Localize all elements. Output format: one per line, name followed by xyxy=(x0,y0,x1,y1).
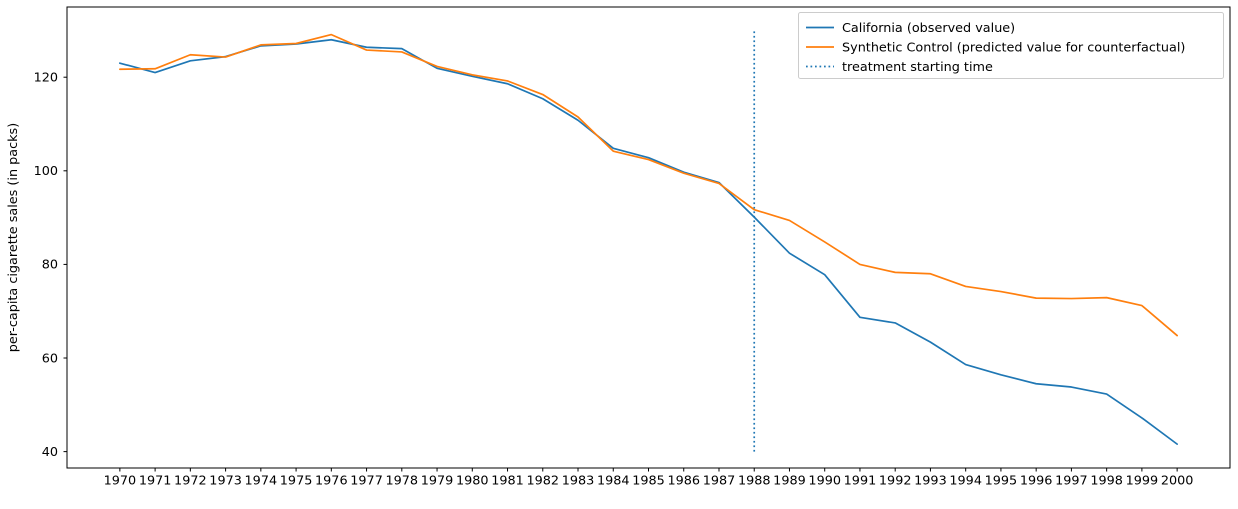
legend-item-synthetic-control: Synthetic Control (predicted value for c… xyxy=(806,41,1185,56)
x-tick-label: 1973 xyxy=(209,474,242,489)
x-tick-label: 1989 xyxy=(773,474,806,489)
x-tick-label: 1984 xyxy=(597,474,630,489)
x-tick-label: 1997 xyxy=(1055,474,1088,489)
x-tick-label: 1975 xyxy=(280,474,313,489)
legend-label-california: California (observed value) xyxy=(842,21,1015,36)
california-line xyxy=(119,38,1178,445)
x-tick-label: 1980 xyxy=(456,474,489,489)
x-tick-label: 1977 xyxy=(350,474,383,489)
x-tick-label: 1996 xyxy=(1020,474,1053,489)
legend-border xyxy=(798,12,1224,79)
x-tick-label: 1987 xyxy=(703,474,736,489)
x-tick-label: 1976 xyxy=(315,474,348,489)
synthetic-control-line xyxy=(119,33,1178,337)
x-tick-label: 1983 xyxy=(562,474,595,489)
x-tick-label: 2000 xyxy=(1161,474,1194,489)
x-tick-label: 1988 xyxy=(738,474,771,489)
legend-label-synthetic-control: Synthetic Control (predicted value for c… xyxy=(842,41,1185,56)
x-tick-label: 1992 xyxy=(879,474,912,489)
legend-label-treatment-start: treatment starting time xyxy=(842,60,993,75)
x-tick-label: 1991 xyxy=(844,474,877,489)
legend-item-treatment-start: treatment starting time xyxy=(806,60,993,75)
x-tick-label: 1978 xyxy=(386,474,419,489)
y-tick-label: 60 xyxy=(42,351,58,366)
y-tick-label: 100 xyxy=(34,164,58,179)
plot-area: 1970 1971 1972 1973 1974 1975 1976 1977 1978 1979… xyxy=(34,6,1231,489)
x-tick-label: 1986 xyxy=(667,474,700,489)
x-tick-label: 1985 xyxy=(632,474,665,489)
x-tick-label: 1971 xyxy=(139,474,172,489)
x-tick-label: 1993 xyxy=(914,474,947,489)
y-tick-label: 80 xyxy=(42,258,58,273)
x-tick-label: 1981 xyxy=(491,474,524,489)
x-tick-label: 1970 xyxy=(104,474,137,489)
y-tick-label: 120 xyxy=(34,71,58,86)
x-tick-label: 1979 xyxy=(421,474,454,489)
x-tick-label: 1998 xyxy=(1090,474,1123,489)
y-axis-label: per-capita cigarette sales (in packs) xyxy=(6,123,21,352)
legend-item-california: California (observed value) xyxy=(806,21,1015,36)
x-tick-label: 1994 xyxy=(949,474,982,489)
x-tick-label: 1974 xyxy=(245,474,278,489)
x-tick-label: 1982 xyxy=(526,474,559,489)
x-tick-label: 1995 xyxy=(985,474,1018,489)
x-tick-label: 1999 xyxy=(1126,474,1159,489)
x-tick-label: 1972 xyxy=(174,474,207,489)
legend: California (observed value) Synthetic Co… xyxy=(798,12,1224,79)
x-tick-label: 1990 xyxy=(808,474,841,489)
y-tick-label: 40 xyxy=(42,445,58,460)
